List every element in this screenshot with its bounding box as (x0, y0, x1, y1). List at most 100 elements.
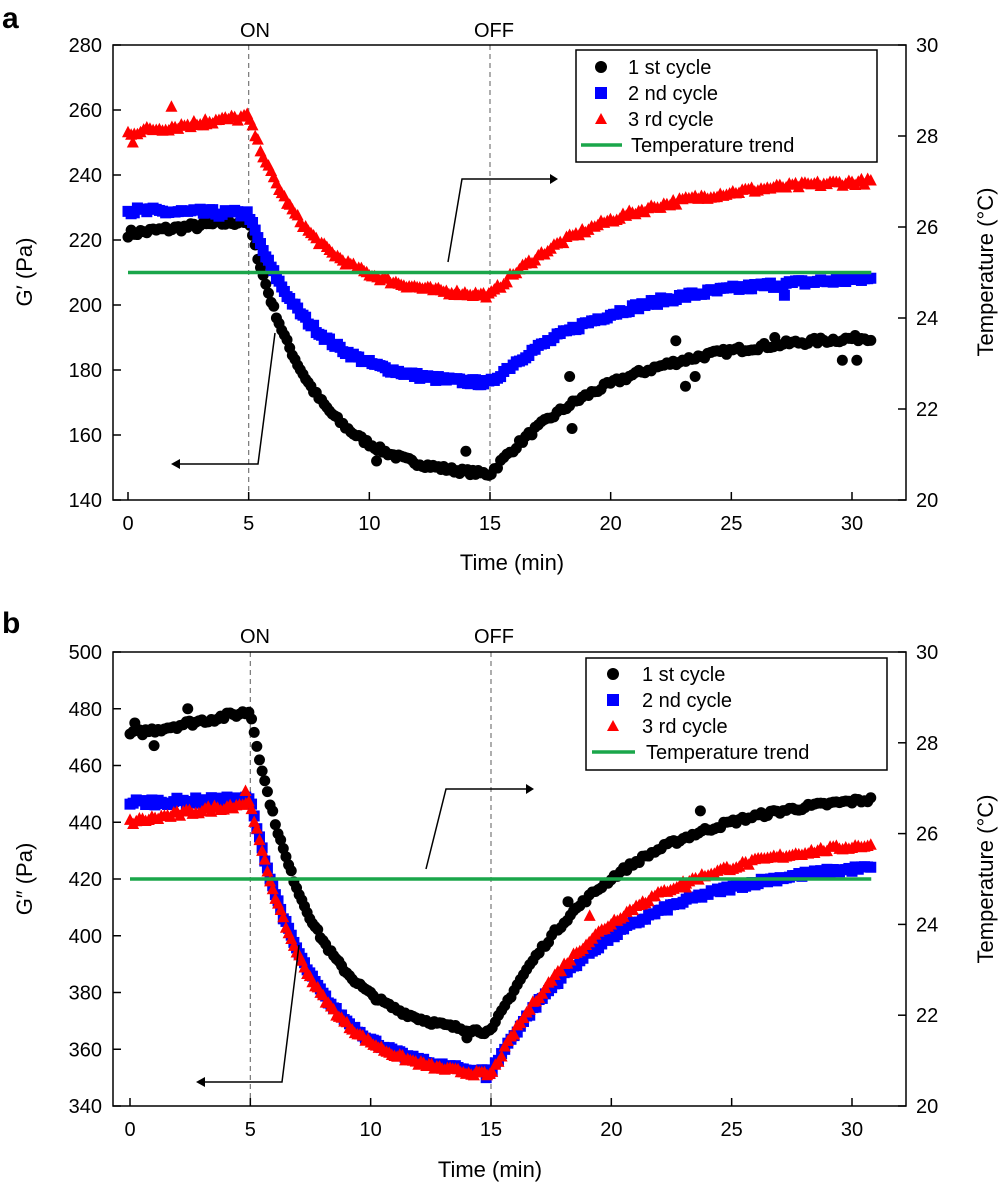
panel-a-on-label: ON (240, 20, 270, 42)
y-tick-label: 240 (69, 165, 102, 187)
data-point (670, 198, 683, 210)
data-point (182, 703, 194, 715)
data-point (623, 306, 635, 318)
right-tick-label: 20 (916, 490, 938, 512)
right-tick-label: 26 (916, 217, 938, 239)
data-point (694, 805, 706, 817)
y-tick-label: 380 (69, 983, 102, 1005)
panel-b-right-axis-arrow (425, 788, 526, 870)
data-point (261, 864, 274, 877)
data-point (275, 834, 287, 846)
data-point (769, 332, 781, 343)
data-point (277, 910, 290, 923)
data-point (371, 455, 383, 467)
data-point (256, 844, 269, 856)
panel-b-right-arrowhead (526, 784, 534, 794)
data-point (247, 217, 259, 229)
data-point (324, 333, 336, 345)
x-tick-label: 5 (245, 1119, 256, 1141)
series-2 (124, 791, 877, 1084)
data-point (583, 909, 596, 921)
panel-a: a ON OFF 0 5 10 15 20 25 30 140 160 180 200 220 240 2… (2, 2, 998, 575)
panel-a-legend-label-4: Temperature trend (631, 135, 794, 157)
data-point (851, 354, 863, 366)
y-tick-label: 440 (69, 812, 102, 834)
x-tick-label: 25 (721, 1119, 743, 1141)
data-point (312, 924, 324, 936)
right-tick-label: 22 (916, 1005, 938, 1027)
data-point (495, 1050, 508, 1062)
data-point (508, 1027, 521, 1040)
data-point (530, 1001, 542, 1013)
data-point (266, 882, 279, 895)
panel-b-legend-label-1: 1 st cycle (642, 664, 725, 686)
data-point (246, 118, 259, 131)
x-tick-label: 30 (841, 513, 863, 535)
y-tick-label: 360 (69, 1039, 102, 1061)
data-point (129, 717, 141, 729)
panel-b-y-axis-label: G″ (Pa) (12, 843, 37, 916)
data-point (268, 300, 280, 312)
panel-a-legend-label-1: 1 st cycle (628, 57, 711, 79)
legend-square-icon (595, 87, 607, 99)
data-point (523, 1003, 536, 1015)
y-tick-label: 200 (69, 295, 102, 317)
data-point (670, 335, 682, 347)
series-1 (122, 212, 877, 481)
series-1 (124, 703, 877, 1044)
data-point (252, 232, 264, 244)
right-tick-label: 20 (916, 1096, 938, 1118)
data-point (253, 754, 265, 766)
panel-b-letter: b (2, 607, 20, 640)
data-point (148, 740, 160, 752)
data-point (292, 302, 304, 314)
data-point (239, 784, 252, 797)
data-point (262, 254, 274, 266)
panel-b-legend-box (585, 657, 888, 771)
x-tick-label: 0 (122, 513, 133, 535)
panel-a-right-arrowhead (550, 174, 558, 184)
data-point (778, 289, 790, 301)
x-tick-label: 20 (600, 1119, 622, 1141)
panel-a-marks (122, 45, 877, 500)
y-tick-label: 260 (69, 100, 102, 122)
data-point (500, 275, 513, 288)
data-point (199, 113, 212, 125)
panel-a-plot-frame (112, 44, 907, 501)
right-tick-label: 30 (916, 642, 938, 664)
data-point (268, 265, 280, 277)
data-point (461, 1032, 473, 1044)
data-point (165, 100, 178, 112)
data-point (248, 726, 260, 738)
data-point (260, 278, 272, 290)
data-point (864, 838, 877, 850)
data-point (273, 275, 285, 287)
data-point (460, 445, 472, 457)
data-point (511, 1026, 523, 1038)
y-tick-label: 140 (69, 490, 102, 512)
data-point (836, 354, 848, 366)
x-tick-label: 15 (480, 1119, 502, 1141)
panel-a-x-axis-label: Time (min) (460, 550, 564, 575)
legend-square-icon (607, 694, 619, 706)
x-tick-label: 5 (243, 513, 254, 535)
data-point (564, 953, 577, 966)
data-point (557, 236, 570, 249)
right-tick-label: 30 (916, 35, 938, 57)
panel-a-letter: a (2, 2, 19, 35)
panel-b-legend: 1 st cycle 2 nd cycle 3 rd cycle Tempera… (585, 657, 888, 771)
y-tick-label: 340 (69, 1096, 102, 1118)
data-point (245, 802, 258, 815)
x-tick-label: 30 (841, 1119, 863, 1141)
data-point (285, 865, 297, 877)
data-point (742, 283, 754, 295)
data-point (262, 287, 274, 299)
panel-a-legend: 1 st cycle 2 nd cycle 3 rd cycle Tempera… (575, 49, 878, 163)
data-point (261, 786, 273, 798)
data-point (250, 822, 263, 834)
data-point (246, 713, 258, 725)
data-point (256, 765, 268, 777)
y-tick-label: 480 (69, 699, 102, 721)
data-point (566, 423, 578, 434)
